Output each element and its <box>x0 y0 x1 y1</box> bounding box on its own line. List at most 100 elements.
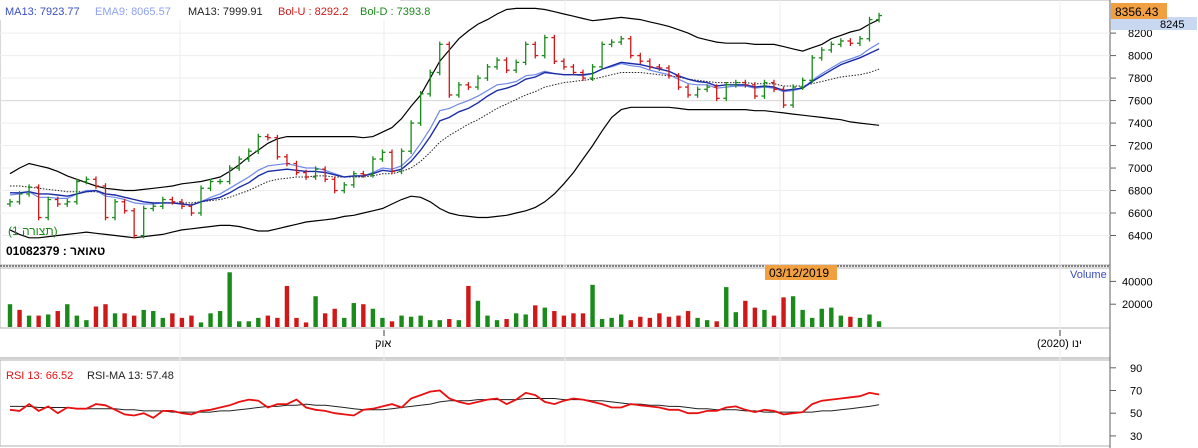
last-price-badge <box>1111 3 1167 19</box>
rsi-label: RSI 13: 66.52 <box>6 370 73 382</box>
volume-bar <box>628 320 633 327</box>
ohlc-bar <box>350 170 357 188</box>
volume-bar <box>380 317 385 327</box>
ohlc-bar <box>245 148 252 162</box>
rsi-ma-label: RSI-MA 13: 57.48 <box>87 370 174 382</box>
volume-bar <box>408 316 414 327</box>
volume-bar <box>590 284 595 327</box>
volume-bar <box>55 311 60 327</box>
ohlc-bar <box>427 69 434 97</box>
volume-bar <box>65 304 70 327</box>
price-axis-label: 7400 <box>1128 118 1152 130</box>
volume-bar <box>619 314 624 327</box>
ohlc-bar <box>732 79 739 88</box>
ohlc-bar <box>761 79 768 99</box>
volume-bar <box>46 314 51 327</box>
volume-bar <box>867 314 872 327</box>
ohlc-bar <box>389 149 395 175</box>
ohlc-bar <box>236 156 243 171</box>
ohlc-bar <box>675 73 682 90</box>
price-axis-label: 7600 <box>1128 96 1152 108</box>
ohlc-bar <box>704 84 711 93</box>
ohlc-bar <box>102 183 109 221</box>
header-bg <box>0 0 400 20</box>
ohlc-bar <box>446 41 453 98</box>
volume-bar <box>342 317 347 327</box>
volume-bar <box>256 317 261 327</box>
ohlc-bar <box>713 84 720 102</box>
volume-bar <box>36 315 41 327</box>
ohlc-bar <box>694 86 701 98</box>
volume-bar <box>179 317 185 327</box>
ohlc-bar <box>580 69 586 81</box>
ohlc-bar <box>828 41 835 53</box>
volume-bar <box>714 321 719 327</box>
volume-bar <box>647 317 653 327</box>
ohlc-bar <box>341 182 348 194</box>
ohlc-bar <box>293 160 300 176</box>
ohlc-bar <box>26 184 33 197</box>
ohlc-bar <box>494 57 501 70</box>
volume-bar <box>561 315 567 327</box>
volume-bar <box>466 285 471 327</box>
ohlc-bar <box>207 178 214 192</box>
ohlc-bar <box>589 64 596 81</box>
volume-bar <box>322 313 328 327</box>
ohlc-bar <box>627 35 634 59</box>
price-panel-frame <box>0 0 1111 266</box>
volume-bar <box>819 308 824 327</box>
volume-bar <box>733 312 738 327</box>
ohlc-bar <box>771 79 777 93</box>
rsi-ma-line <box>10 398 880 413</box>
price-axis-label: 8000 <box>1128 51 1152 63</box>
ohlc-bar <box>398 148 405 175</box>
ohlc-bar <box>264 133 271 141</box>
volume-bar <box>208 313 213 327</box>
volume-bar <box>237 321 242 327</box>
volume-bar <box>418 315 423 327</box>
ohlc-bar <box>198 185 204 216</box>
ticker-label: 01082379 : טאואר <box>6 244 105 258</box>
ohlc-bar <box>140 205 147 239</box>
volume-bar <box>513 313 519 327</box>
ohlc-bar <box>837 38 844 48</box>
ohlc-bar <box>484 64 491 81</box>
volume-bar <box>93 306 99 327</box>
volume-bar <box>428 320 433 327</box>
ohlc-bar <box>876 12 883 23</box>
volume-bar <box>313 296 318 327</box>
ohlc-bar <box>217 178 224 185</box>
ohlc-bar <box>646 58 653 70</box>
volume-bar <box>876 321 882 327</box>
ohlc-bar <box>322 166 329 183</box>
volume-bar <box>533 305 538 327</box>
ohlc-bar <box>570 64 577 76</box>
ohlc-bar <box>455 82 462 98</box>
volume-bar <box>848 316 853 327</box>
volume-bar <box>389 321 395 327</box>
volume-bar <box>227 272 232 327</box>
ohlc-bar <box>637 52 644 65</box>
volume-bar <box>160 317 165 327</box>
volume-bar <box>609 317 614 327</box>
ohlc-bar <box>551 34 558 65</box>
prev-price-badge <box>1111 17 1197 30</box>
volume-bar <box>743 300 748 327</box>
ohlc-bar <box>618 35 625 45</box>
ohlc-bar <box>159 196 166 210</box>
volume-bar <box>781 297 786 327</box>
ohlc-bar <box>799 77 806 90</box>
volume-bar <box>762 309 767 327</box>
volume-bar <box>189 315 194 327</box>
ohlc-bar <box>465 82 472 90</box>
volume-bar <box>332 308 337 327</box>
volume-bar <box>790 296 796 327</box>
ohlc-bar <box>45 196 52 221</box>
volume-bar <box>523 314 528 327</box>
price-axis-label: 6400 <box>1128 231 1152 243</box>
ma-simple-label: MA13: 7923.77 <box>5 6 80 18</box>
ohlc-bar <box>274 134 281 160</box>
ohlc-bar <box>790 84 797 108</box>
volume-bar <box>580 313 586 327</box>
